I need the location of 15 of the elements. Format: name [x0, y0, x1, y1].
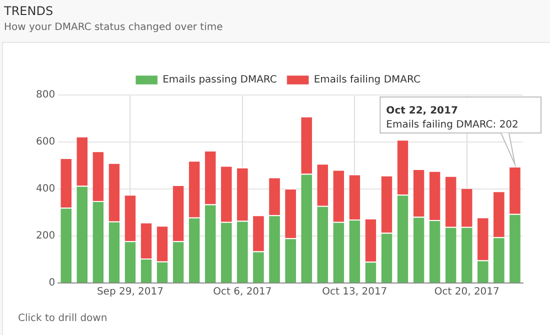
annotation: Oct 22, 2017 Emails failing DMARC: 202: [386, 106, 518, 131]
chart-subtitle: How your DMARC status changed over time: [4, 22, 223, 33]
legend-label: Emails failing DMARC: [314, 74, 420, 86]
x-tick-label: Sep 29, 2017: [96, 286, 164, 298]
legend-label: Emails passing DMARC: [162, 74, 277, 86]
y-tick-label: 400: [36, 184, 56, 195]
y-tick-label: 200: [36, 230, 56, 242]
x-tick-label: Oct 13, 2017: [322, 286, 388, 298]
y-tick-label: 600: [36, 136, 56, 148]
chart-title: TRENDS: [4, 4, 54, 18]
y-tick-label: 800: [36, 90, 56, 101]
x-tick-label: Oct 6, 2017: [213, 286, 272, 298]
text: Click to drill down: [18, 313, 108, 324]
x-tick-label: Oct 20, 2017: [434, 286, 500, 298]
y-tick-label: 0: [48, 278, 56, 289]
